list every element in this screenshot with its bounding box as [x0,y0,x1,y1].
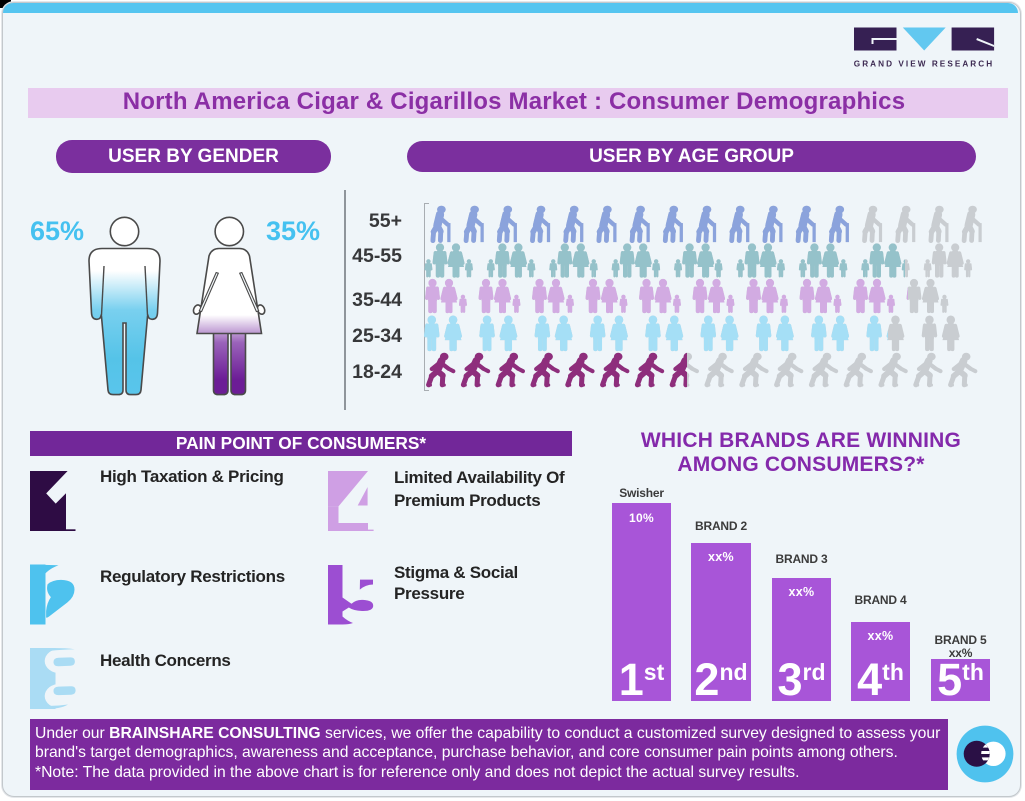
svg-text:GRAND VIEW RESEARCH: GRAND VIEW RESEARCH [854,60,994,69]
